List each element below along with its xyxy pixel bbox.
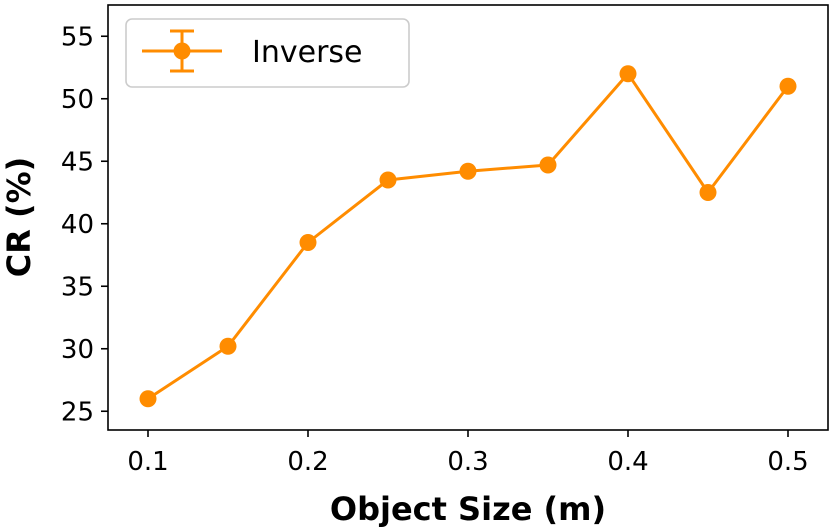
- y-axis-title: CR (%): [0, 157, 38, 278]
- y-tick-label: 40: [61, 210, 94, 240]
- data-point: [219, 337, 237, 355]
- data-point: [779, 77, 797, 95]
- x-tick-label: 0.1: [127, 447, 168, 477]
- data-point: [379, 171, 397, 189]
- y-axis: 25 30 35 40 45 50 55: [61, 22, 108, 427]
- x-tick-label: 0.4: [607, 447, 648, 477]
- data-point: [459, 162, 477, 180]
- y-tick-label: 30: [61, 335, 94, 365]
- y-tick-label: 50: [61, 85, 94, 115]
- data-point: [139, 390, 157, 408]
- data-point: [619, 65, 637, 83]
- y-tick-label: 35: [61, 272, 94, 302]
- data-point: [699, 184, 717, 201]
- x-axis: 0.1 0.2 0.3 0.4 0.5: [127, 430, 809, 477]
- x-axis-title: Object Size (m): [330, 490, 606, 528]
- data-point: [539, 156, 557, 174]
- y-tick-label: 55: [61, 22, 94, 52]
- legend-point-marker: [173, 42, 191, 60]
- y-tick-label: 45: [61, 147, 94, 177]
- legend-label: Inverse: [252, 35, 363, 70]
- x-tick-label: 0.3: [447, 447, 488, 477]
- x-tick-label: 0.5: [767, 447, 808, 477]
- legend: Inverse: [125, 18, 410, 88]
- legend-box: [125, 18, 410, 88]
- x-tick-label: 0.2: [287, 447, 328, 477]
- series-layer: [139, 65, 797, 408]
- data-point: [299, 234, 317, 251]
- y-tick-label: 25: [61, 397, 94, 427]
